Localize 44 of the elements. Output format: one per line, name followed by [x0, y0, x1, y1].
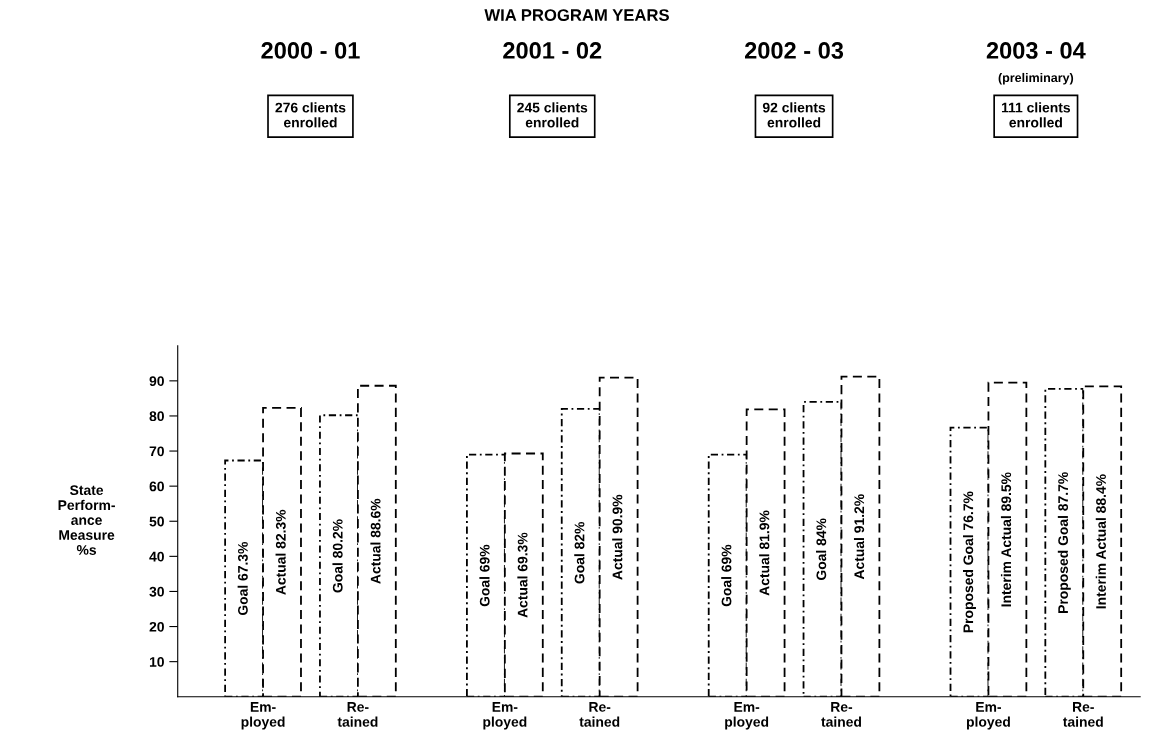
data-label: Proposed Goal 76.7% — [963, 491, 976, 633]
y-tick-label: 40 — [149, 551, 164, 562]
data-label: Goal 67.3% — [237, 541, 248, 616]
text: 245 clients enrolled — [517, 102, 588, 128]
text: 92 clients enrolled — [762, 102, 826, 128]
y-axis-title: State Perform- ance Measure %s — [58, 485, 115, 555]
text: 2000 - 01 — [261, 42, 360, 59]
y-tick-label: 70 — [149, 446, 164, 457]
data-label: Goal 69% — [721, 544, 732, 607]
data-label: Interim Actual 89.5% — [1000, 472, 1012, 607]
y-tick-label: 80 — [149, 411, 164, 422]
text: 2001 - 02 — [503, 42, 602, 59]
text: 111 clients enrolled — [1001, 102, 1071, 128]
data-label: Goal 84% — [816, 518, 827, 581]
y-tick-label: 60 — [149, 481, 164, 492]
text: 2002 - 03 — [744, 42, 844, 59]
x-tick-label: Em- ployed — [966, 702, 1010, 730]
data-label: Actual 88.6% — [370, 498, 381, 584]
text: (preliminary) — [998, 72, 1074, 85]
data-label: Interim Actual 88.4% — [1095, 474, 1106, 609]
data-label: Actual 91.2% — [853, 494, 865, 580]
text: 276 clients enrolled — [275, 102, 346, 128]
x-tick-label: Re- tained — [1062, 702, 1103, 727]
x-tick-label: Re- tained — [579, 702, 620, 727]
data-label: Goal 82% — [574, 521, 585, 584]
chart-title: WIA PROGRAM YEARS — [484, 9, 669, 21]
x-tick-label: Em- ployed — [483, 702, 527, 730]
y-tick-label: 50 — [149, 516, 164, 527]
x-tick-label: Re- tained — [821, 702, 861, 727]
text: 2003 - 04 — [986, 42, 1086, 59]
x-tick-label: Em- ployed — [725, 702, 769, 730]
data-label: Goal 80.2% — [332, 519, 343, 593]
data-label: Actual 90.9% — [612, 494, 623, 580]
y-tick-label: 30 — [149, 586, 164, 597]
data-label: Actual 69.3% — [517, 532, 528, 618]
x-tick-label: Em- ployed — [241, 702, 285, 730]
data-label: Proposed Goal 87.7% — [1057, 472, 1071, 613]
y-tick-label: 20 — [149, 621, 164, 632]
data-label: Goal 69% — [479, 544, 490, 607]
y-tick-label: 10 — [149, 656, 164, 667]
x-tick-label: Re- tained — [337, 702, 378, 727]
data-label: Actual 81.9% — [759, 510, 770, 596]
y-tick-label: 90 — [149, 376, 164, 387]
data-label: Actual 82.3% — [275, 509, 286, 595]
